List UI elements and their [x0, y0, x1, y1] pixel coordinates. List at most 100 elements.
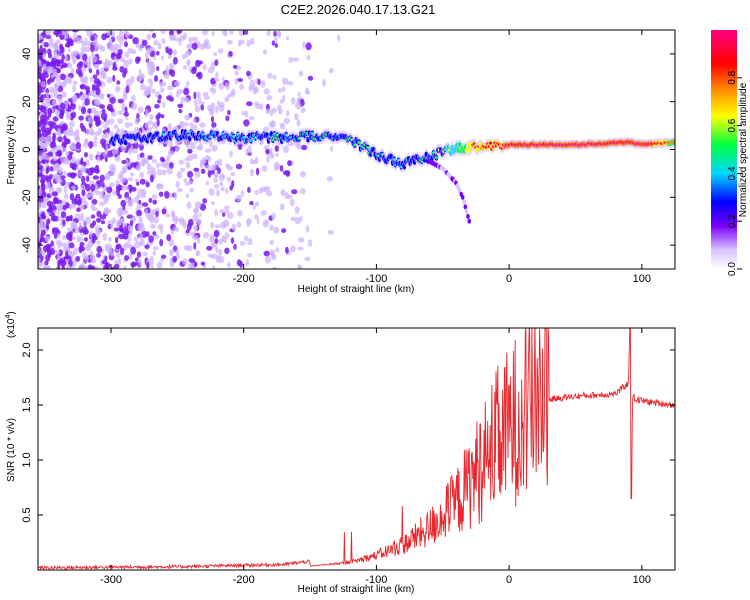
noise-speckle — [181, 54, 187, 60]
noise-speckle — [151, 194, 158, 200]
noise-speckle — [89, 167, 96, 174]
snr-multiplier-close: ) — [6, 311, 17, 314]
noise-speckle — [45, 243, 52, 249]
noise-speckle — [88, 56, 92, 62]
noise-speckle — [52, 215, 59, 222]
noise-speckle — [271, 212, 276, 221]
noise-speckle — [94, 98, 100, 106]
snr-background — [38, 328, 675, 570]
noise-speckle — [231, 223, 237, 231]
noise-speckle — [194, 261, 198, 268]
noise-speckle — [186, 59, 191, 66]
noise-speckle — [55, 59, 61, 64]
noise-speckle — [40, 81, 46, 88]
noise-speckle — [209, 234, 215, 239]
noise-speckle — [285, 110, 290, 117]
noise-speckle — [91, 55, 98, 63]
noise-speckle — [91, 206, 98, 212]
noise-speckle — [195, 59, 201, 68]
noise-speckle — [199, 43, 206, 50]
noise-speckle — [273, 226, 280, 234]
noise-speckle — [47, 208, 54, 213]
noise-speckle — [266, 155, 270, 163]
noise-speckle — [76, 235, 80, 244]
noise-speckle — [250, 37, 255, 46]
noise-speckle — [157, 224, 164, 230]
noise-speckle — [85, 46, 91, 53]
noise-speckle — [211, 122, 217, 128]
noise-speckle — [210, 201, 216, 206]
noise-speckle — [285, 170, 291, 177]
noise-speckle — [259, 102, 264, 111]
noise-speckle — [154, 104, 160, 109]
noise-speckle — [38, 136, 44, 145]
noise-speckle — [136, 192, 142, 199]
noise-speckle — [117, 110, 124, 116]
noise-speckle — [148, 235, 154, 243]
noise-speckle — [136, 251, 142, 258]
noise-speckle — [184, 114, 191, 121]
noise-speckle — [63, 185, 68, 194]
noise-speckle — [123, 59, 130, 68]
noise-speckle — [307, 239, 313, 247]
noise-speckle — [298, 70, 304, 77]
noise-speckle — [48, 174, 54, 180]
noise-speckle — [227, 262, 231, 268]
noise-speckle — [106, 186, 113, 193]
noise-speckle — [218, 248, 223, 256]
tail-mark — [463, 204, 468, 210]
noise-speckle — [147, 155, 153, 160]
noise-speckle — [63, 135, 67, 141]
noise-speckle — [47, 107, 53, 116]
noise-speckle — [194, 201, 202, 209]
noise-speckle — [176, 30, 181, 35]
noise-speckle — [139, 152, 145, 158]
noise-speckle — [214, 172, 218, 179]
noise-speckle — [53, 155, 57, 162]
noise-speckle — [108, 118, 115, 125]
noise-speckle — [266, 94, 273, 101]
noise-speckle — [61, 91, 67, 98]
noise-speckle — [121, 102, 126, 110]
noise-speckle — [165, 213, 171, 218]
noise-speckle — [40, 201, 48, 209]
noise-speckle — [194, 170, 201, 179]
noise-speckle — [183, 178, 187, 183]
noise-speckle — [171, 210, 176, 219]
noise-speckle — [38, 53, 42, 59]
noise-speckle — [91, 232, 97, 240]
noise-speckle — [100, 138, 107, 145]
noise-speckle — [217, 158, 223, 167]
noise-speckle — [118, 36, 124, 45]
noise-speckle — [175, 91, 180, 98]
noise-speckle — [130, 94, 136, 102]
noise-speckle — [82, 226, 88, 234]
noise-speckle — [183, 245, 190, 251]
noise-speckle — [197, 96, 202, 103]
noise-speckle — [156, 261, 163, 269]
noise-speckle — [246, 39, 251, 48]
noise-speckle — [101, 134, 107, 139]
noise-speckle — [141, 191, 147, 199]
noise-speckle — [109, 170, 115, 176]
tail-mark — [467, 218, 472, 224]
noise-speckle — [56, 203, 63, 211]
noise-speckle — [186, 142, 190, 149]
noise-speckle — [173, 226, 178, 231]
noise-speckle — [260, 210, 267, 216]
noise-speckle — [172, 49, 177, 56]
noise-speckle — [81, 175, 86, 184]
noise-speckle — [88, 68, 92, 74]
noise-speckle — [81, 75, 85, 84]
noise-speckle — [67, 62, 73, 69]
noise-speckle — [48, 52, 53, 59]
noise-speckle — [158, 191, 164, 197]
noise-speckle — [90, 44, 95, 53]
noise-speckle — [52, 98, 57, 107]
noise-speckle — [226, 176, 232, 182]
noise-speckle — [69, 120, 75, 128]
noise-speckle — [222, 219, 230, 228]
noise-speckle — [106, 76, 113, 84]
noise-speckle — [178, 38, 182, 46]
noise-speckle — [84, 75, 89, 84]
